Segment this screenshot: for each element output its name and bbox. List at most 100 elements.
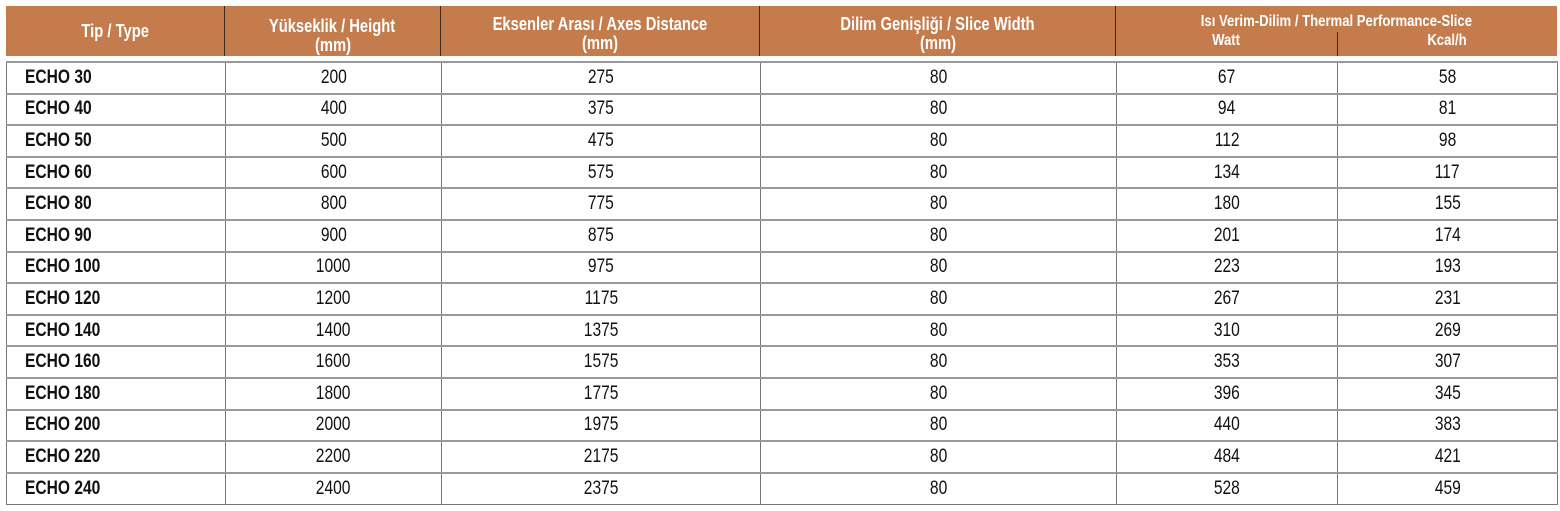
cell-value: 80 (929, 445, 948, 467)
cell-watt: 310 (1116, 313, 1338, 347)
cell-watt: 94 (1116, 92, 1338, 126)
cell-value: 200 (320, 66, 347, 88)
cell-watt: 353 (1116, 345, 1338, 379)
cell-value: ECHO 240 (25, 477, 101, 499)
cell-value: ECHO 120 (25, 287, 101, 309)
cell-kcal: 269 (1337, 313, 1558, 347)
cell-height: 800 (225, 187, 442, 221)
cell-value: ECHO 140 (25, 319, 101, 341)
cell-type: ECHO 220 (6, 440, 226, 474)
cell-value: 345 (1434, 382, 1461, 404)
cell-value: 117 (1435, 161, 1460, 183)
cell-value: 80 (929, 129, 948, 151)
cell-type: ECHO 60 (6, 155, 226, 189)
cell-value: 80 (929, 382, 948, 404)
header-slice-unit: (mm) (919, 33, 956, 53)
header-slice: Dilim Genişliği / Slice Width (mm) (760, 6, 1116, 56)
cell-axes-distance: 1575 (441, 345, 761, 379)
cell-value: 1000 (316, 256, 351, 278)
cell-value: 1200 (316, 287, 351, 309)
table-row: ECHO 60 600 575 80 134 117 (6, 155, 1558, 189)
cell-value: 275 (587, 66, 614, 88)
product-table: ECHO 30 200 275 80 67 58 ECHO 40 400 375 80 94 81 EC… (6, 61, 1558, 505)
cell-kcal: 98 (1337, 124, 1558, 158)
cell-axes-distance: 575 (441, 155, 761, 189)
cell-value: 375 (587, 98, 614, 120)
cell-slice-width: 80 (760, 345, 1117, 379)
cell-kcal: 81 (1337, 92, 1558, 126)
cell-value: ECHO 80 (25, 193, 92, 215)
cell-kcal: 58 (1337, 61, 1558, 95)
cell-value: 80 (929, 477, 948, 499)
cell-height: 1200 (225, 282, 442, 316)
cell-value: 600 (320, 161, 347, 183)
cell-value: 900 (320, 224, 347, 246)
cell-value: 1775 (583, 382, 619, 404)
cell-kcal: 345 (1337, 376, 1558, 411)
cell-kcal: 307 (1337, 345, 1558, 379)
cell-value: 1175 (584, 287, 618, 309)
cell-value: ECHO 180 (25, 382, 101, 404)
cell-value: 310 (1213, 319, 1240, 341)
cell-value: 975 (587, 256, 614, 278)
cell-value: 80 (929, 351, 948, 373)
cell-watt: 484 (1116, 440, 1338, 474)
table-row: ECHO 160 1600 1575 80 353 307 (6, 345, 1558, 379)
cell-value: ECHO 40 (25, 98, 92, 120)
cell-value: 193 (1434, 256, 1461, 278)
cell-value: 80 (929, 319, 948, 341)
header-axes-label: Eksenler Arası / Axes Distance (492, 14, 708, 34)
table-row: ECHO 40 400 375 80 94 81 (6, 92, 1558, 126)
header-height: Yükseklik / Height (mm) (225, 6, 441, 56)
cell-value: 775 (587, 193, 614, 215)
cell-slice-width: 80 (760, 313, 1117, 347)
cell-slice-width: 80 (760, 92, 1117, 126)
cell-axes-distance: 2375 (441, 471, 761, 505)
cell-value: 58 (1438, 66, 1457, 88)
cell-axes-distance: 275 (441, 61, 761, 95)
cell-watt: 201 (1116, 218, 1338, 253)
table-row: ECHO 220 2200 2175 80 484 421 (6, 440, 1558, 474)
cell-value: 1575 (583, 351, 619, 373)
table-row: ECHO 100 1000 975 80 223 193 (6, 250, 1558, 284)
cell-value: 2375 (583, 477, 619, 499)
cell-height: 900 (225, 218, 442, 253)
header-axes-unit: (mm) (581, 33, 619, 53)
table-row: ECHO 120 1200 1175 80 267 231 (6, 282, 1558, 316)
cell-value: 528 (1213, 477, 1240, 499)
cell-kcal: 117 (1337, 155, 1558, 189)
cell-axes-distance: 1375 (441, 313, 761, 347)
table-row: ECHO 240 2400 2375 80 528 459 (6, 471, 1558, 505)
cell-value: 1375 (583, 319, 619, 341)
table-row: ECHO 180 1800 1775 80 396 345 (6, 376, 1558, 411)
cell-value: 80 (929, 66, 948, 88)
cell-axes-distance: 1975 (441, 408, 761, 442)
cell-slice-width: 80 (760, 408, 1117, 442)
cell-value: 81 (1438, 98, 1457, 120)
cell-value: ECHO 30 (25, 66, 92, 88)
cell-value: ECHO 100 (25, 256, 101, 278)
cell-value: 2000 (316, 414, 351, 436)
cell-height: 2200 (225, 440, 442, 474)
table-header: Tip / Type Yükseklik / Height (mm) Eksenl… (6, 6, 1557, 56)
cell-value: 400 (320, 98, 347, 120)
cell-slice-width: 80 (760, 471, 1117, 505)
cell-kcal: 421 (1337, 440, 1558, 474)
cell-value: ECHO 60 (25, 161, 92, 183)
cell-value: 174 (1434, 224, 1461, 246)
cell-height: 1000 (225, 250, 442, 284)
header-thermal-label: Isı Verim-Dilim / Thermal Performance-Sl… (1200, 13, 1473, 30)
cell-type: ECHO 80 (6, 187, 226, 221)
cell-value: 2200 (316, 445, 351, 467)
cell-value: 1975 (583, 414, 619, 436)
cell-value: 353 (1213, 351, 1240, 373)
cell-kcal: 193 (1337, 250, 1558, 284)
cell-value: 459 (1434, 477, 1461, 499)
cell-value: 80 (929, 287, 948, 309)
table-row: ECHO 140 1400 1375 80 310 269 (6, 313, 1558, 347)
cell-value: 1600 (316, 351, 351, 373)
cell-value: 500 (320, 129, 347, 151)
table-row: ECHO 50 500 475 80 112 98 (6, 124, 1558, 158)
header-thermal: Isı Verim-Dilim / Thermal Performance-Sl… (1116, 6, 1557, 56)
cell-value: 201 (1213, 224, 1240, 246)
